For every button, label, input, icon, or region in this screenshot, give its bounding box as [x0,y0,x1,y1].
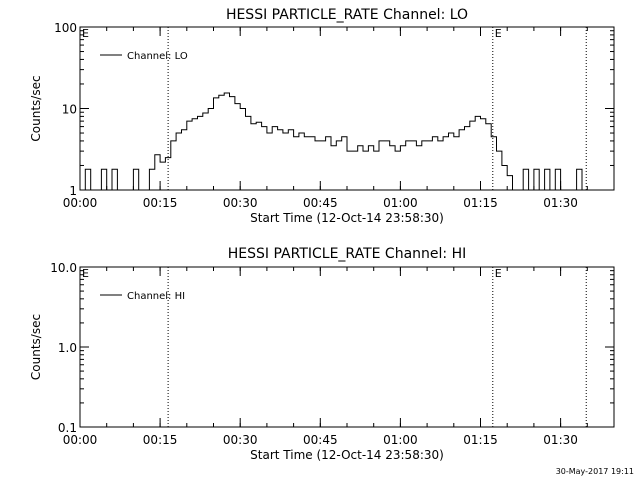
vertical-marker-label: E [495,27,502,40]
x-tick-label: 01:15 [463,433,498,447]
x-axis-label: Start Time (12-Oct-14 23:58:30) [250,211,444,225]
legend-label: Channel: HI [127,291,185,302]
chart-title: HESSI PARTICLE_RATE Channel: HI [228,246,466,262]
corner-label: E [82,267,89,280]
x-tick-label: 00:45 [303,433,338,447]
chart-title: HESSI PARTICLE_RATE Channel: LO [226,7,468,23]
vertical-marker-label: E [495,267,502,280]
y-tick-label: 10 [62,103,77,117]
x-tick-label: 00:30 [223,196,258,210]
x-tick-label: 01:30 [543,433,578,447]
x-tick-label: 01:30 [543,196,578,210]
x-tick-label: 01:15 [463,196,498,210]
y-tick-label: 1 [69,184,77,198]
x-tick-label: 01:00 [383,433,418,447]
legend-label: Channel: LO [127,51,188,62]
footer-timestamp: 30-May-2017 19:11 [556,467,634,476]
y-axis-label: Counts/sec [29,314,43,380]
y-tick-label: 10.0 [50,261,77,275]
x-tick-label: 00:15 [143,433,178,447]
x-tick-label: 00:45 [303,196,338,210]
chart-panel-hi: HESSI PARTICLE_RATE Channel: HI 00:00 00:1… [29,246,615,462]
chart-panel-lo: HESSI PARTICLE_RATE Channel: LO 00:00 00:1… [29,7,615,225]
y-axis-label: Counts/sec [29,75,43,141]
x-axis-label: Start Time (12-Oct-14 23:58:30) [250,448,444,462]
series-line [84,92,583,190]
corner-label: E [82,27,89,40]
x-tick-label: 00:15 [143,196,178,210]
x-tick-label: 00:30 [223,433,258,447]
x-tick-label: 00:00 [63,433,98,447]
y-tick-label: 100 [54,21,77,35]
y-tick-label: 1.0 [58,341,77,355]
x-tick-label: 01:00 [383,196,418,210]
y-tick-label: 0.1 [58,421,77,435]
x-tick-label: 00:00 [63,196,98,210]
